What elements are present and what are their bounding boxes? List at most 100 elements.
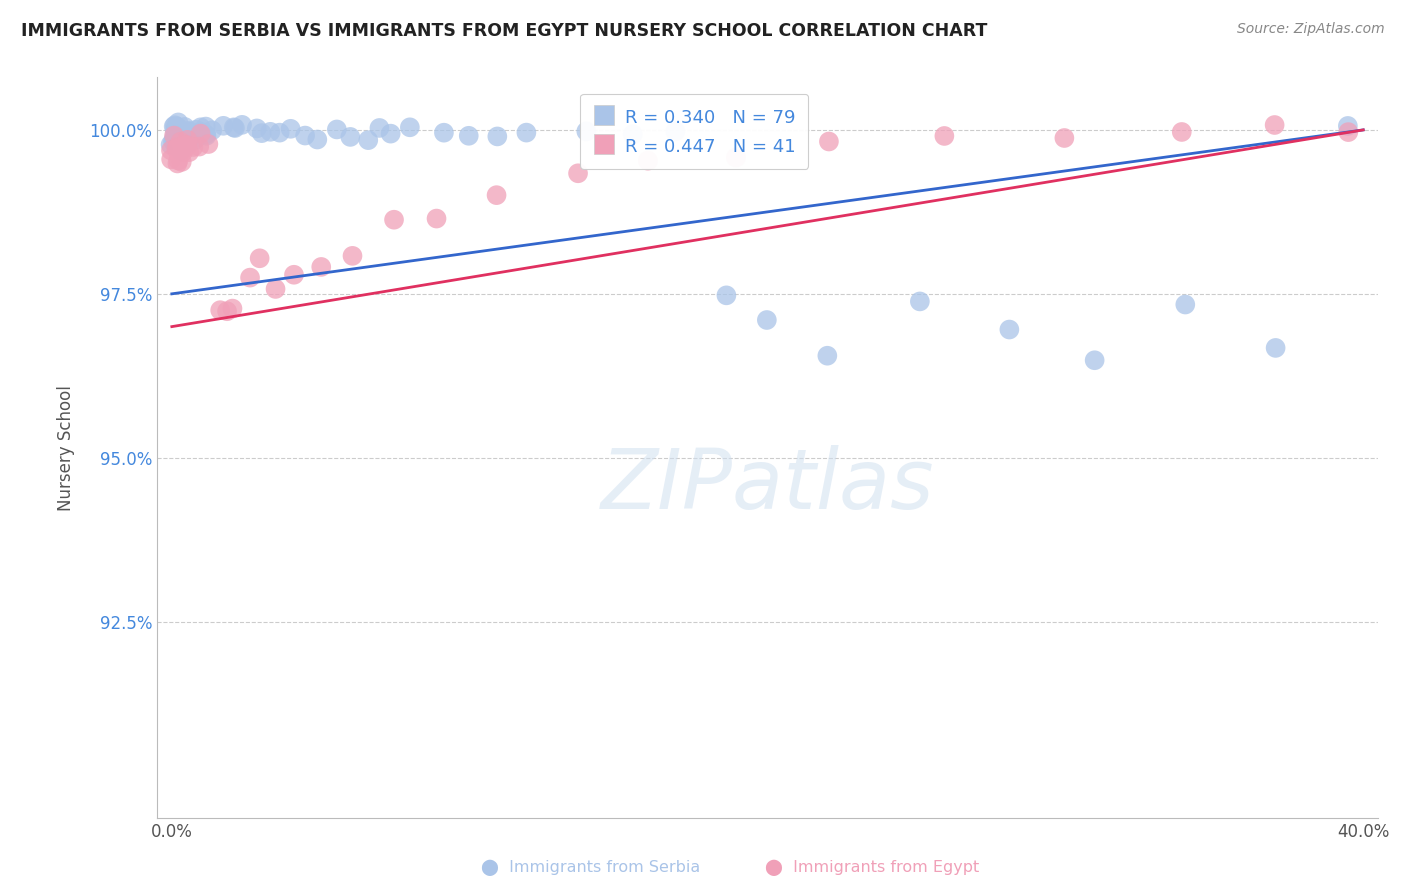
Point [172,145,194,159]
Point [176,138,198,153]
Point [166,129,188,144]
Point [998,322,1021,336]
Point [201,123,224,137]
Point [190,125,212,139]
Point [173,120,195,134]
Point [166,140,188,154]
Point [433,126,456,140]
Point [339,129,361,144]
Point [575,124,598,138]
Point [179,124,201,138]
Point [664,124,686,138]
Point [188,125,211,139]
Point [716,288,738,302]
Point [170,154,193,169]
Point [194,120,217,134]
Point [163,120,186,134]
Point [170,134,193,148]
Point [221,301,243,316]
Point [621,127,644,141]
Point [380,127,402,141]
Text: ⬤  Immigrants from Serbia: ⬤ Immigrants from Serbia [481,860,700,876]
Point [163,131,186,145]
Point [217,304,239,318]
Point [186,122,208,136]
Point [169,128,191,142]
Point [169,135,191,149]
Point [399,120,422,135]
Legend: R = 0.340   N = 79, R = 0.447   N = 41: R = 0.340 N = 79, R = 0.447 N = 41 [581,94,808,169]
Point [815,349,838,363]
Point [184,133,207,147]
Point [818,135,841,149]
Point [173,125,195,139]
Text: ⬤  Immigrants from Egypt: ⬤ Immigrants from Egypt [765,860,979,876]
Point [934,128,956,143]
Text: IMMIGRANTS FROM SERBIA VS IMMIGRANTS FROM EGYPT NURSERY SCHOOL CORRELATION CHART: IMMIGRANTS FROM SERBIA VS IMMIGRANTS FRO… [21,22,987,40]
Point [294,128,316,143]
Point [167,115,190,129]
Point [190,127,212,141]
Point [167,123,190,137]
Point [567,166,589,180]
Point [163,132,186,146]
Point [342,249,364,263]
Point [250,126,273,140]
Point [357,133,380,147]
Point [160,144,183,158]
Point [326,122,349,136]
Point [163,118,186,132]
Point [166,129,188,144]
Point [755,313,778,327]
Text: Source: ZipAtlas.com: Source: ZipAtlas.com [1237,22,1385,37]
Point [283,268,305,282]
Point [172,143,194,157]
Y-axis label: Nursery School: Nursery School [58,385,75,511]
Point [172,128,194,142]
Point [159,137,181,152]
Point [1174,297,1197,311]
Point [485,188,508,202]
Point [166,120,188,135]
Point [269,126,291,140]
Point [264,282,287,296]
Point [177,136,200,150]
Point [382,212,405,227]
Point [209,303,232,318]
Point [1084,353,1107,368]
Point [170,132,193,146]
Text: ZIPatlas: ZIPatlas [600,444,935,525]
Point [246,121,269,136]
Point [280,121,302,136]
Point [188,139,211,153]
Point [174,139,197,153]
Point [309,260,332,274]
Point [457,128,479,143]
Point [174,128,197,142]
Point [163,128,186,143]
Point [165,121,187,136]
Point [162,134,184,148]
Point [1337,125,1360,139]
Point [1337,119,1360,133]
Point [165,142,187,156]
Point [163,124,186,138]
Point [195,128,218,143]
Point [724,151,747,165]
Point [1053,131,1076,145]
Point [486,129,509,144]
Point [249,252,271,266]
Point [1171,125,1194,139]
Point [166,120,188,134]
Point [166,136,188,151]
Point [908,294,931,309]
Point [176,137,198,152]
Point [231,118,253,132]
Point [1264,341,1286,355]
Point [368,120,391,135]
Point [179,145,201,160]
Point [167,138,190,153]
Point [167,126,190,140]
Point [163,133,186,147]
Point [212,119,235,133]
